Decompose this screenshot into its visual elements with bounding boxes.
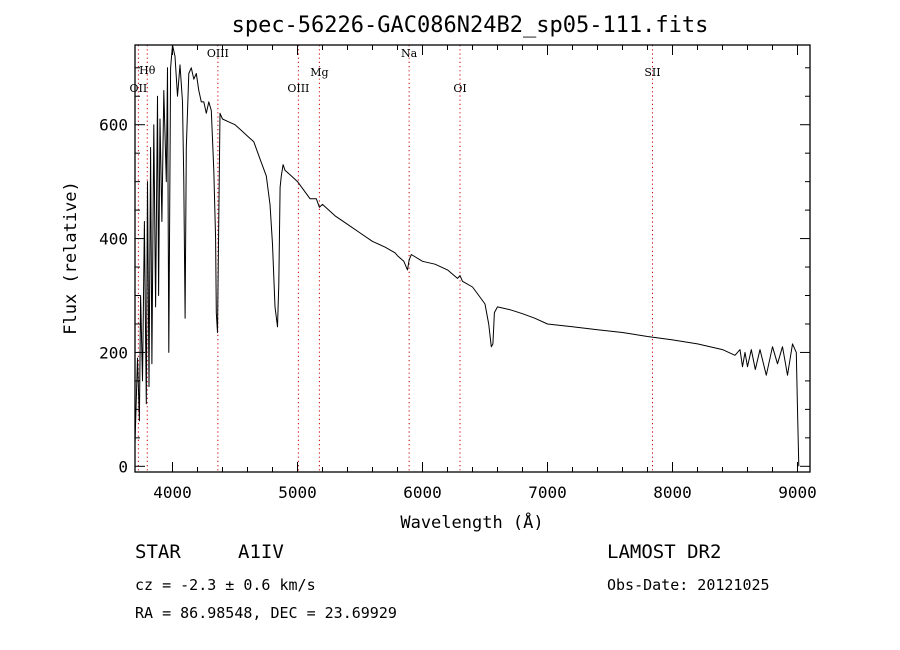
- x-tick-label: 8000: [653, 483, 692, 502]
- y-tick-label: 200: [99, 343, 128, 362]
- y-tick-label: 400: [99, 230, 128, 249]
- plot-frame: [134, 44, 811, 473]
- x-tick-label: 9000: [778, 483, 817, 502]
- x-axis-label: Wavelength (Å): [400, 511, 543, 533]
- spectral-line-label: Mg: [310, 66, 328, 79]
- y-tick-label: 600: [99, 116, 128, 135]
- x-tick-label: 7000: [528, 483, 567, 502]
- x-tick-label: 6000: [403, 483, 442, 502]
- spectral-line-label: Hθ: [139, 64, 156, 77]
- object-class: STAR: [135, 541, 181, 563]
- obs-date-label: Obs-Date: 20121025: [607, 576, 770, 594]
- spectral-line-label: SII: [644, 66, 660, 79]
- spectrum-line: [134, 44, 800, 467]
- chart-title: spec-56226-GAC086N24B2_sp05-111.fits: [232, 13, 709, 38]
- y-axis-label: Flux (relative): [61, 181, 81, 335]
- survey-label: LAMOST DR2: [607, 541, 722, 563]
- x-tick-label: 4000: [153, 483, 192, 502]
- spectral-line-label: OIII: [287, 82, 309, 95]
- y-tick-label: 0: [118, 457, 128, 476]
- spectrum-series: [134, 44, 800, 467]
- y-axis: 0 200 400 600: [99, 67, 810, 476]
- spectral-line-label: OIII: [207, 47, 229, 60]
- coordinates-label: RA = 86.98548, DEC = 23.69929: [135, 604, 397, 622]
- redshift-label: cz = -2.3 ± 0.6 km/s: [135, 576, 316, 594]
- spectral-line-label: Na: [401, 47, 418, 60]
- x-axis: 4000 5000 6000 7000 8000 9000: [153, 45, 817, 502]
- x-tick-label: 5000: [278, 483, 317, 502]
- spectral-line-label: OI: [453, 82, 466, 95]
- spectral-type: A1IV: [238, 541, 284, 563]
- spectral-line-label: OII: [130, 82, 148, 95]
